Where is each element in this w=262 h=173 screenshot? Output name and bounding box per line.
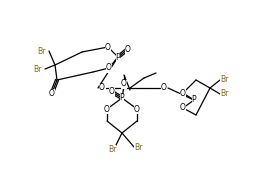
Text: Br: Br bbox=[220, 75, 228, 84]
Text: Br: Br bbox=[220, 89, 228, 98]
Text: O: O bbox=[121, 80, 127, 89]
Text: O: O bbox=[49, 89, 55, 98]
Text: O: O bbox=[105, 43, 111, 52]
Text: O: O bbox=[109, 88, 115, 97]
Text: O: O bbox=[99, 84, 105, 93]
Text: Br: Br bbox=[134, 143, 142, 152]
Text: O: O bbox=[104, 104, 110, 113]
Text: Br: Br bbox=[33, 65, 41, 74]
Text: Br: Br bbox=[37, 47, 45, 56]
Text: O: O bbox=[180, 103, 186, 112]
Text: O: O bbox=[180, 89, 186, 98]
Text: O: O bbox=[106, 63, 112, 72]
Text: O: O bbox=[161, 84, 167, 93]
Text: Br: Br bbox=[108, 144, 116, 153]
Text: P: P bbox=[192, 95, 196, 104]
Text: P: P bbox=[116, 52, 120, 61]
Text: P: P bbox=[120, 93, 124, 102]
Text: O: O bbox=[134, 104, 140, 113]
Text: O: O bbox=[125, 44, 131, 53]
